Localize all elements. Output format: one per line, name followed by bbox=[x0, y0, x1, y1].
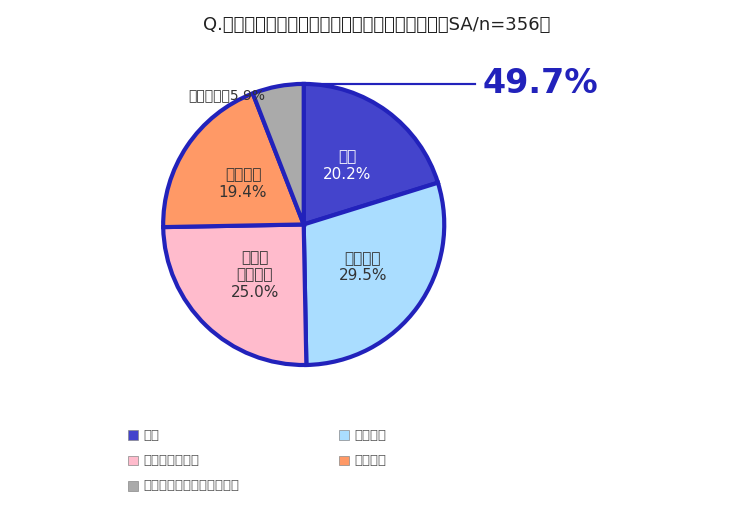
Text: 少し思う
29.5%: 少し思う 29.5% bbox=[339, 251, 387, 283]
Text: わからない・答えたくない: わからない・答えたくない bbox=[144, 479, 239, 492]
Wedge shape bbox=[163, 93, 303, 227]
Text: 49.7%: 49.7% bbox=[482, 67, 598, 100]
Text: あまり思わない: あまり思わない bbox=[144, 454, 200, 467]
Bar bbox=[128, 456, 138, 466]
Text: Q.自分の美容意識は高い方だと思いますか？　（SA/n=356）: Q.自分の美容意識は高い方だと思いますか？ （SA/n=356） bbox=[203, 16, 550, 33]
Text: 思う
20.2%: 思う 20.2% bbox=[323, 149, 371, 182]
Bar bbox=[128, 481, 138, 491]
Wedge shape bbox=[163, 224, 306, 365]
Text: 思わない: 思わない bbox=[355, 454, 386, 467]
Text: 思わない
19.4%: 思わない 19.4% bbox=[219, 168, 267, 200]
Wedge shape bbox=[303, 84, 438, 224]
Text: わからない5.9%: わからない5.9% bbox=[188, 88, 265, 102]
Text: 少し思う: 少し思う bbox=[355, 429, 386, 442]
Text: あまり
思わない
25.0%: あまり 思わない 25.0% bbox=[230, 250, 279, 300]
Bar bbox=[339, 430, 349, 440]
Bar bbox=[339, 456, 349, 466]
Text: 思う: 思う bbox=[144, 429, 160, 442]
Wedge shape bbox=[303, 183, 444, 365]
Wedge shape bbox=[253, 84, 303, 224]
Bar bbox=[128, 430, 138, 440]
